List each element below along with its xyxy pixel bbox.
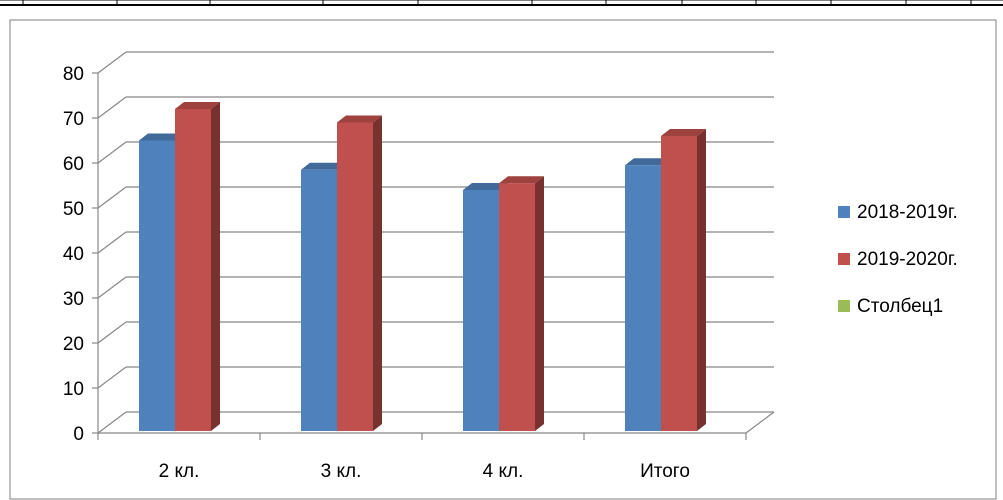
gridline-depth — [97, 276, 127, 299]
legend: 2018-2019г. 2019-2020г. Столбец1 — [838, 202, 958, 317]
legend-entry: Столбец1 — [857, 296, 943, 317]
y-tick-label: 50 — [63, 199, 84, 220]
legend-entry: 2018-2019г. — [857, 202, 958, 223]
x-tick-label: 4 кл. — [483, 461, 524, 482]
y-tick-label: 10 — [63, 379, 84, 400]
legend-swatch — [838, 206, 850, 218]
gridline-depth — [97, 231, 127, 254]
gridline-depth — [97, 366, 127, 389]
y-tick-label: 70 — [63, 109, 84, 130]
legend-entry: 2019-2020г. — [857, 249, 958, 270]
gridline-depth — [97, 186, 127, 209]
y-tick-label: 80 — [63, 64, 84, 85]
gridline-depth — [97, 96, 127, 119]
legend-swatch — [838, 300, 850, 312]
x-tick-label: Итого — [640, 461, 690, 482]
x-tick-label: 2 кл. — [159, 461, 200, 482]
x-tick-label: 3 кл. — [321, 461, 362, 482]
gridline-depth — [97, 411, 127, 434]
y-tick-label: 40 — [63, 244, 84, 265]
bar — [661, 129, 706, 431]
floor-edge — [745, 411, 775, 434]
gridline-depth — [97, 141, 127, 164]
y-tick-label: 60 — [63, 154, 84, 175]
gridline-depth — [97, 51, 127, 74]
y-tick-label: 30 — [63, 289, 84, 310]
bar — [337, 115, 382, 431]
y-tick-label: 0 — [73, 424, 84, 445]
table-fragment — [0, 0, 1003, 6]
bar — [175, 102, 220, 431]
bar — [499, 176, 544, 431]
gridline-depth — [97, 321, 127, 344]
legend-swatch — [838, 253, 850, 265]
y-tick-label: 20 — [63, 334, 84, 355]
